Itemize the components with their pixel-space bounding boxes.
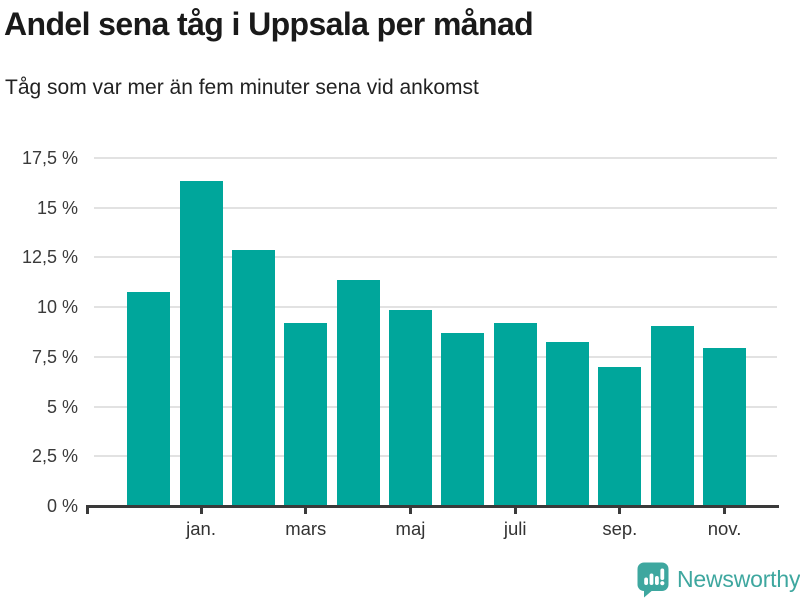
x-tick bbox=[408, 505, 412, 514]
y-gridline bbox=[94, 157, 777, 159]
bar-feb. bbox=[231, 250, 275, 506]
x-tick bbox=[723, 505, 727, 514]
y-tick-label: 12,5 % bbox=[21, 247, 78, 268]
y-gridline bbox=[94, 306, 777, 309]
newsworthy-brand-text: Newsworthy bbox=[677, 566, 800, 592]
bar-apr. bbox=[336, 280, 380, 506]
y-tick-label: 7,5 % bbox=[31, 346, 78, 367]
x-tick-label: mars bbox=[285, 518, 327, 539]
newsworthy-logo: Newsworthy bbox=[636, 561, 800, 598]
page-title: Andel sena tåg i Uppsala per månad bbox=[4, 6, 534, 42]
y-tick-label: 17,5 % bbox=[21, 148, 78, 168]
bar-sep. bbox=[598, 366, 642, 506]
bar-dec. bbox=[127, 292, 171, 506]
y-tick-label: 5 % bbox=[46, 396, 78, 417]
bar-okt. bbox=[650, 326, 694, 506]
bar-maj bbox=[388, 310, 432, 506]
x-tick bbox=[304, 505, 308, 514]
y-tick-label: 2,5 % bbox=[31, 446, 78, 467]
x-tick-label: sep. bbox=[602, 518, 638, 539]
y-gridline bbox=[94, 355, 777, 358]
y-gridline bbox=[94, 256, 777, 259]
x-tick bbox=[199, 505, 203, 514]
axis-start-tick bbox=[86, 505, 89, 514]
y-tick-label: 0 % bbox=[46, 496, 78, 516]
y-gridline bbox=[94, 206, 777, 209]
bar-nov. bbox=[703, 347, 747, 506]
y-tick-label: 10 % bbox=[36, 297, 78, 318]
bar-jan. bbox=[179, 180, 223, 506]
page-subtitle: Tåg som var mer än fem minuter sena vid … bbox=[5, 76, 479, 99]
x-tick-label: nov. bbox=[707, 518, 742, 539]
bar-chart-speech-bubble-icon bbox=[636, 561, 670, 598]
y-tick-label: 15 % bbox=[36, 197, 78, 218]
x-tick-label: jan. bbox=[186, 518, 216, 539]
x-tick-label: juli bbox=[503, 518, 527, 539]
bar-aug. bbox=[546, 341, 589, 506]
x-tick bbox=[618, 505, 622, 514]
x-tick-label: maj bbox=[395, 518, 426, 539]
y-gridline bbox=[94, 405, 777, 408]
bar-mars bbox=[284, 323, 328, 506]
x-axis-line bbox=[86, 505, 779, 508]
y-gridline bbox=[94, 455, 777, 458]
bar-juli bbox=[493, 323, 537, 506]
bar-juni bbox=[441, 332, 485, 506]
x-tick bbox=[513, 505, 517, 514]
